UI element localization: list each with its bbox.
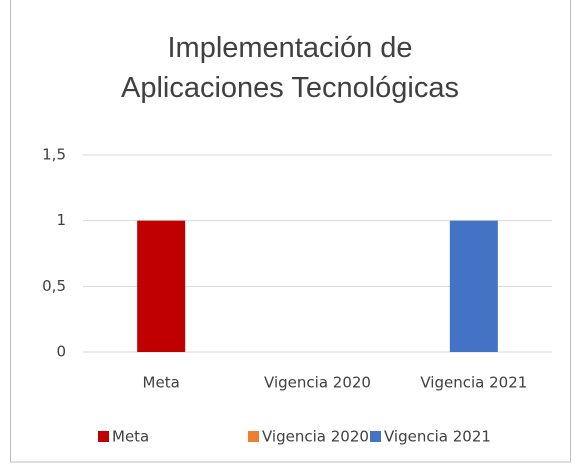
- y-tick-label: 0,5: [42, 277, 66, 295]
- legend-swatch: [98, 431, 109, 442]
- x-tick-label: Vigencia 2021: [420, 374, 527, 392]
- chart-title: Implementación de Aplicaciones Tecnológi…: [120, 32, 459, 104]
- bar: [137, 220, 186, 352]
- legend-swatch: [370, 431, 381, 442]
- y-tick-label: 1,5: [42, 146, 66, 164]
- legend-label: Vigencia 2020: [262, 428, 369, 446]
- x-tick-label: Vigencia 2020: [264, 374, 371, 392]
- y-tick-label: 1: [56, 211, 66, 229]
- legend-label: Vigencia 2021: [384, 428, 491, 446]
- legend-swatch: [248, 431, 259, 442]
- bar: [449, 220, 498, 352]
- legend-label: Meta: [112, 428, 149, 446]
- chart-border: [10, 0, 571, 463]
- x-tick-label: Meta: [143, 374, 180, 392]
- y-tick-label: 0: [56, 343, 66, 361]
